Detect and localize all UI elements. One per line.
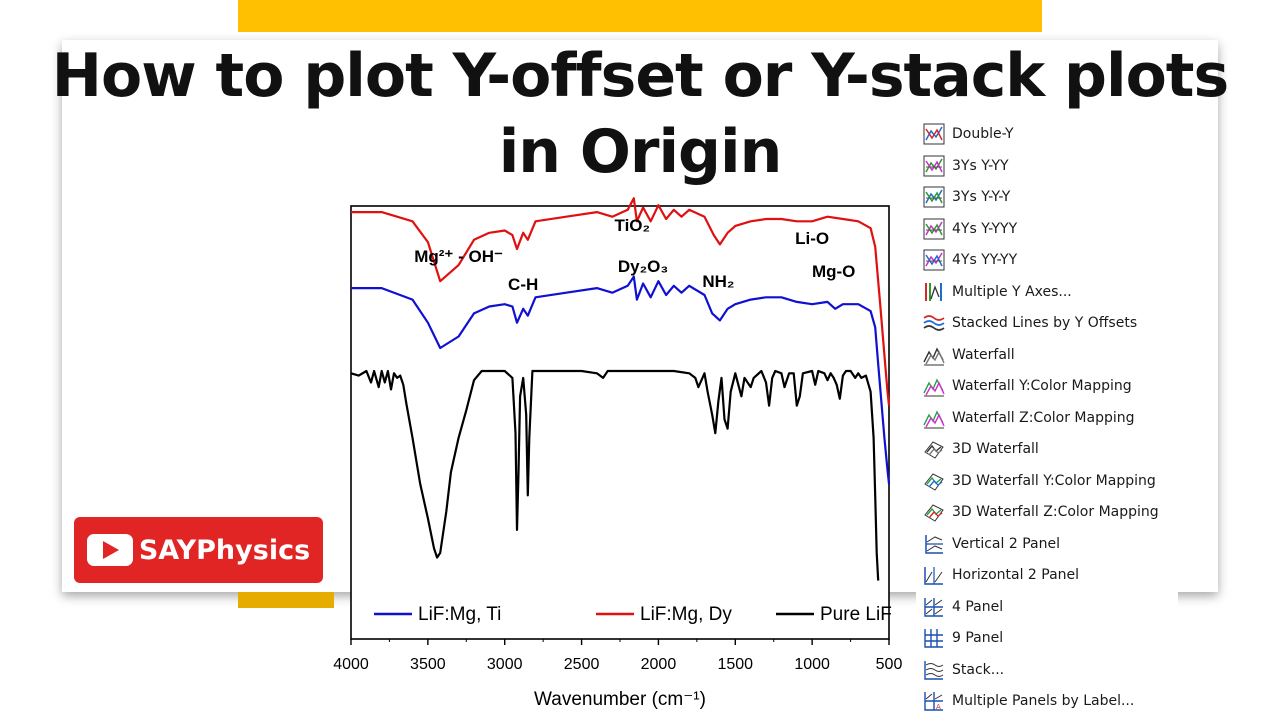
menu-item-label: 3Ys Y-YY [952,157,1009,174]
x-tick-label-3: 2500 [564,656,600,673]
x-tick-label-5: 1500 [717,656,753,673]
waterfall-z-color-icon [922,406,946,430]
menu-item-three-ys-y-y-y[interactable]: 3Ys Y-Y-Y [922,183,1010,211]
menu-item-label: Multiple Panels by Label... [952,693,1135,709]
stacked-lines-icon [922,311,946,335]
play-icon [86,534,133,566]
menu-item-label: Stack... [952,661,1005,678]
annotation-4: NH₂ [702,272,734,291]
four-ys-yy-yy-icon [922,248,946,272]
menu-item-label: Waterfall [952,346,1015,363]
menu-item-3d-waterfall-z-color[interactable]: 3D Waterfall Z:Color Mapping [922,498,1159,526]
menu-item-label: Multiple Y Axes... [952,283,1072,300]
x-tick-label-6: 1000 [794,656,830,673]
menu-item-3d-waterfall-y-color[interactable]: 3D Waterfall Y:Color Mapping [922,467,1156,495]
ftir-chart: 4000 3500 3000 2500 2000 1500 1000 500 Wavenumbe… [330,197,910,720]
menu-item-horizontal-2-panel[interactable]: Horizontal 2 Panel [922,561,1079,589]
series-line-1 [351,275,891,485]
menu-item-label: Stacked Lines by Y Offsets [952,315,1138,331]
menu-item-9-panel[interactable]: 9 Panel [922,624,1003,652]
double-y-icon [922,122,946,146]
menu-item-label: 3D Waterfall [952,441,1039,457]
legend-label-1: LiF:Mg, Dy [640,604,732,625]
graph-type-menu: Double-Y 3Ys Y-YY 3Ys Y-Y-Y 4Ys Y-YYY 4Ys YY… [916,118,1178,720]
x-tick-label-2: 3000 [487,656,523,673]
stack-icon [922,658,946,682]
3d-waterfall-y-color-icon [922,469,946,493]
top-accent-bar [238,0,1042,32]
multiple-y-axes-icon [922,280,946,304]
menu-item-stacked-lines[interactable]: Stacked Lines by Y Offsets [922,309,1137,337]
title-line-2: in Origin [498,117,783,187]
menu-item-label: 4 Panel [952,598,1004,615]
vertical-2-panel-icon [922,532,946,556]
annotation-6: Mg-O [812,262,855,281]
svg-text:A: A [936,703,941,711]
menu-item-3d-waterfall[interactable]: 3D Waterfall [922,435,1039,463]
page-title: How to plot Y-offset or Y-stack plots in… [0,38,1280,190]
menu-item-vertical-2-panel[interactable]: Vertical 2 Panel [922,530,1060,558]
plot-frame [350,205,890,640]
menu-item-label: Waterfall Z:Color Mapping [952,409,1135,426]
menu-item-label: 9 Panel [952,630,1004,646]
x-tick-label-0: 4000 [333,656,369,673]
waterfall-icon [922,343,946,367]
menu-item-label: Waterfall Y:Color Mapping [952,378,1132,394]
annotation-0: Mg²⁺ - OH⁻ [414,247,503,266]
menu-item-three-ys-y-yy[interactable]: 3Ys Y-YY [922,152,1009,180]
legend-label-2: Pure LiF [820,604,892,625]
menu-item-waterfall[interactable]: Waterfall [922,341,1015,369]
three-ys-y-y-y-icon [922,185,946,209]
three-ys-y-yy-icon [922,154,946,178]
annotation-3: Dy₂O₃ [618,257,668,276]
3d-waterfall-z-color-icon [922,500,946,524]
logo-text: SAYPhysics [138,534,311,566]
annotation-2: TiO₂ [615,216,651,235]
menu-item-waterfall-y-color[interactable]: Waterfall Y:Color Mapping [922,372,1132,400]
menu-item-label: 3Ys Y-Y-Y [952,189,1011,205]
menu-item-label: 3D Waterfall Z:Color Mapping [952,504,1159,520]
menu-item-double-y[interactable]: Double-Y [922,120,1014,148]
title-line-1: How to plot Y-offset or Y-stack plots [51,41,1229,111]
menu-item-four-ys-y-yyy[interactable]: 4Ys Y-YYY [922,215,1017,243]
menu-item-label: Double-Y [952,126,1014,142]
annotation-5: Li-O [795,229,829,248]
series-line-0 [351,197,891,406]
waterfall-y-color-icon [922,374,946,398]
menu-item-stack[interactable]: Stack... [922,656,1004,684]
chart-svg: 4000 3500 3000 2500 2000 1500 1000 500 Wavenumbe… [333,197,903,710]
menu-item-four-ys-yy-yy[interactable]: 4Ys YY-YY [922,246,1017,274]
menu-item-multiple-y-axes[interactable]: Multiple Y Axes... [922,278,1072,306]
sayphysics-logo: SAYPhysics [74,517,323,583]
menu-item-label: Vertical 2 Panel [952,535,1060,552]
9-panel-icon [922,626,946,650]
x-axis-label: Wavenumber (cm⁻¹) [534,689,706,710]
menu-item-label: 3D Waterfall Y:Color Mapping [952,472,1156,489]
annotation-1: C-H [508,275,538,294]
menu-item-label: Horizontal 2 Panel [952,567,1080,583]
x-tick-label-4: 2000 [641,656,677,673]
x-tick-label-7: 500 [876,656,903,673]
legend-label-0: LiF:Mg, Ti [418,604,501,625]
x-tick-label-1: 3500 [410,656,446,673]
menu-item-waterfall-z-color[interactable]: Waterfall Z:Color Mapping [922,404,1135,432]
menu-item-label: 4Ys YY-YY [952,252,1018,268]
series-line-2 [350,369,880,581]
bottom-accent-bar [238,592,334,608]
multiple-panels-icon: A [922,689,946,713]
3d-waterfall-icon [922,437,946,461]
menu-item-multiple-panels[interactable]: A Multiple Panels by Label... [922,687,1134,715]
horizontal-2-panel-icon [922,563,946,587]
four-ys-y-yyy-icon [922,217,946,241]
menu-item-4-panel[interactable]: 4 Panel [922,593,1003,621]
menu-item-label: 4Ys Y-YYY [952,220,1018,237]
4-panel-icon [922,595,946,619]
